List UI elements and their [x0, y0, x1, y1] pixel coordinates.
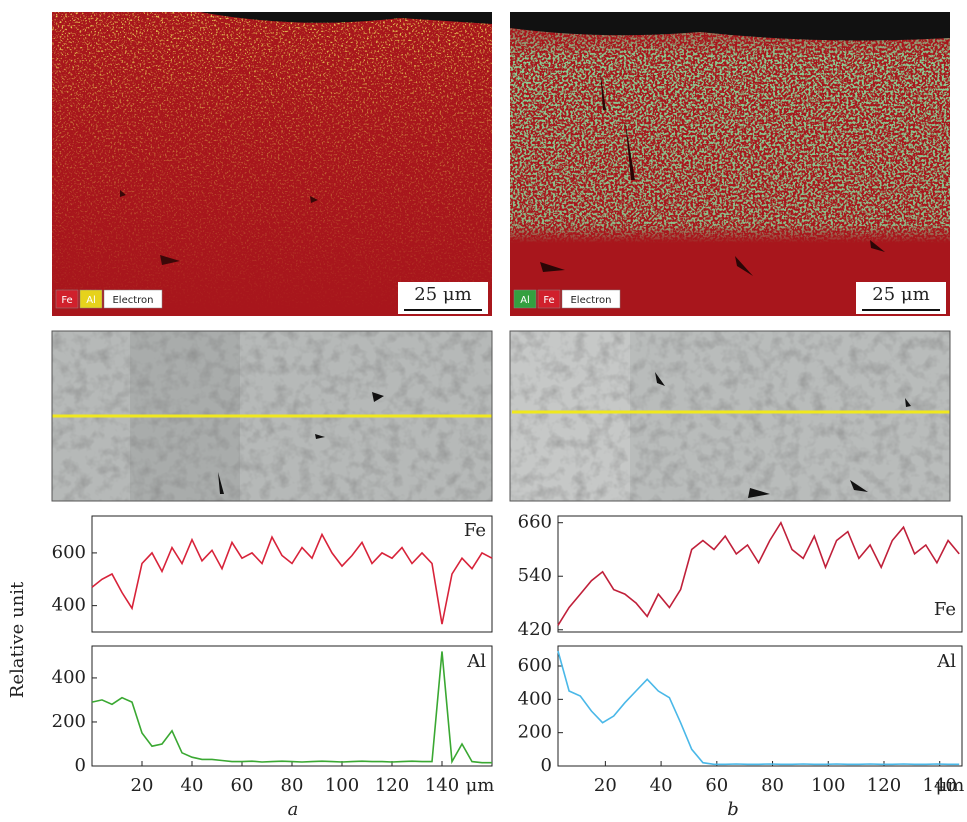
scale-bar-box	[398, 282, 488, 314]
x-tick-label: 120	[375, 775, 409, 796]
scale-bar-box	[856, 282, 946, 314]
y-tick-label: 600	[518, 655, 552, 676]
x-tick-label: 40	[181, 775, 204, 796]
chart-title: Al	[466, 651, 486, 672]
sem-image-b	[509, 330, 951, 502]
y-tick-label: 0	[541, 755, 552, 776]
profile-line	[91, 532, 493, 625]
scale-bar-label: 25 μm	[872, 284, 929, 305]
legend-label: Al	[520, 295, 530, 306]
x-tick-label: 100	[325, 775, 359, 796]
y-tick-label: 660	[518, 512, 552, 533]
plot-frame	[91, 645, 493, 767]
legend-label: Electron	[570, 295, 611, 306]
y-tick-label: 540	[518, 565, 552, 586]
x-tick-label: 20	[131, 775, 154, 796]
x-tick-label: 80	[281, 775, 304, 796]
y-tick-label: 400	[518, 688, 552, 709]
y-tick-label: 200	[518, 722, 552, 743]
panel-label: a	[288, 799, 299, 820]
legend-label: Electron	[112, 295, 153, 306]
legend-label: Fe	[543, 295, 554, 306]
legend-swatch	[79, 289, 103, 309]
x-tick-label: 140	[425, 775, 459, 796]
scale-bar-label: 25 μm	[414, 284, 471, 305]
profile-line	[557, 520, 960, 626]
x-tick-label: 40	[650, 775, 673, 796]
x-axis-unit: μm	[936, 775, 965, 796]
legend-swatch	[561, 289, 621, 309]
legend-swatch	[55, 289, 79, 309]
legend-swatch	[537, 289, 561, 309]
x-tick-label: 60	[231, 775, 254, 796]
x-tick-label: 60	[705, 775, 728, 796]
x-tick-label: 140	[923, 775, 957, 796]
y-tick-label: 420	[518, 619, 552, 640]
eds-map-a	[52, 12, 492, 316]
plot-frame	[91, 515, 493, 633]
chart-title: Al	[936, 651, 956, 672]
chart-title: Fe	[934, 599, 956, 620]
profile-line	[557, 650, 960, 766]
legend-swatch	[513, 289, 537, 309]
sem-image-a	[51, 330, 493, 502]
x-tick-label: 80	[761, 775, 784, 796]
plot-frame	[557, 515, 963, 633]
x-tick-label: 120	[867, 775, 901, 796]
plot-frame	[557, 645, 963, 767]
profile-line	[91, 651, 492, 765]
y-tick-label: 400	[52, 595, 86, 616]
y-tick-label: 400	[52, 667, 86, 688]
x-tick-label: 20	[594, 775, 617, 796]
y-tick-label: 200	[52, 711, 86, 732]
legend-label: Fe	[61, 295, 72, 306]
chart-title: Fe	[464, 520, 486, 541]
y-tick-label: 0	[75, 755, 86, 776]
panel-label: b	[727, 799, 739, 820]
eds-map-b	[510, 12, 950, 316]
y-axis-label: Relative unit	[7, 581, 28, 698]
y-tick-label: 600	[52, 542, 86, 563]
legend-swatch	[103, 289, 163, 309]
x-axis-unit: μm	[466, 775, 495, 796]
legend-label: Al	[86, 295, 96, 306]
x-tick-label: 100	[811, 775, 845, 796]
